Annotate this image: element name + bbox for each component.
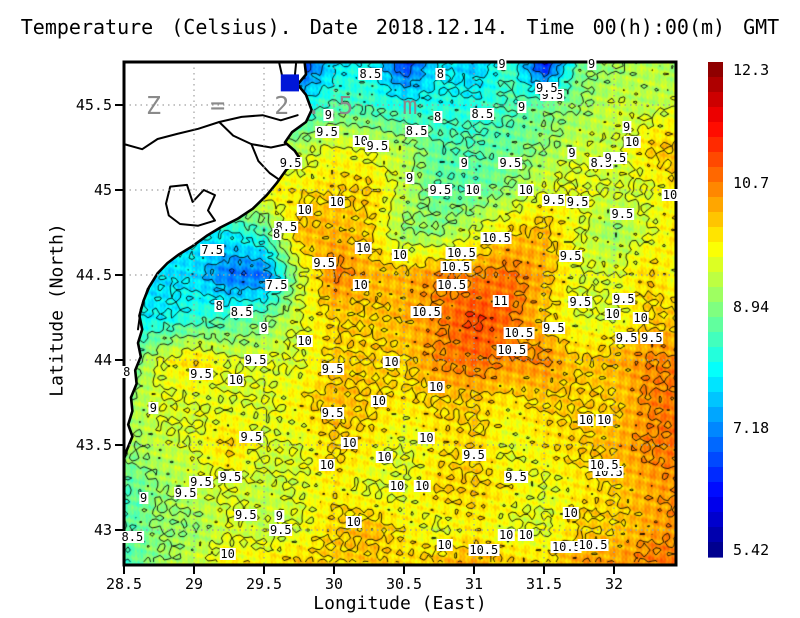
colorbar-tick-label: 5.42 xyxy=(733,541,769,559)
y-tick-label: 43.5 xyxy=(76,436,112,454)
estuary-cell-marker xyxy=(280,74,299,92)
river-line xyxy=(123,114,299,151)
colorbar-tick-label: 7.18 xyxy=(733,419,769,437)
x-tick-label: 29.5 xyxy=(246,575,282,593)
y-axis-title: Latitude (North) xyxy=(46,223,68,397)
colorbar-step xyxy=(708,377,723,393)
colorbar-step xyxy=(708,287,723,303)
colorbar-step xyxy=(708,107,723,123)
colorbar-step xyxy=(708,272,723,288)
y-tick-label: 44.5 xyxy=(76,266,112,284)
colorbar-step xyxy=(708,347,723,363)
land-coastline xyxy=(122,60,313,460)
x-tick-label: 31.5 xyxy=(526,575,562,593)
colorbar-step xyxy=(708,62,723,78)
plot-title: Temperature (Celsius). Date 2018.12.14. … xyxy=(20,15,780,39)
x-tick-label: 30.5 xyxy=(386,575,422,593)
colorbar-step xyxy=(708,497,723,513)
colorbar-step xyxy=(708,257,723,273)
colorbar-step xyxy=(708,392,723,408)
colorbar-step xyxy=(708,137,723,153)
colorbar-step xyxy=(708,182,723,198)
colorbar-step xyxy=(708,467,723,483)
colorbar-step xyxy=(708,317,723,333)
colorbar-step xyxy=(708,242,723,258)
colorbar-step xyxy=(708,512,723,528)
colorbar-step xyxy=(708,212,723,228)
colorbar-step xyxy=(708,167,723,183)
x-tick-label: 28.5 xyxy=(106,575,142,593)
colorbar-tick-label: 10.7 xyxy=(733,174,769,192)
colorbar-tick-label: 12.3 xyxy=(733,61,769,79)
x-tick-label: 29 xyxy=(185,575,203,593)
colorbar-step xyxy=(708,437,723,453)
colorbar-step xyxy=(708,92,723,108)
colorbar-step xyxy=(708,422,723,438)
y-tick-label: 44 xyxy=(94,351,112,369)
x-tick-label: 32 xyxy=(605,575,623,593)
x-tick-label: 30 xyxy=(325,575,343,593)
depth-label: Z = 2.5 m xyxy=(146,91,435,120)
colorbar-step xyxy=(708,302,723,318)
colorbar-step xyxy=(708,152,723,168)
river-line xyxy=(137,287,149,331)
colorbar-step xyxy=(708,122,723,138)
colorbar-step xyxy=(708,482,723,498)
y-tick-label: 43 xyxy=(94,521,112,539)
colorbar-step xyxy=(708,542,723,558)
river-line xyxy=(293,61,298,78)
river-line xyxy=(278,61,284,78)
colorbar-step xyxy=(708,227,723,243)
x-axis-title: Longitude (East) xyxy=(313,593,487,614)
plot-frame xyxy=(122,60,678,567)
colorbar-step xyxy=(708,332,723,348)
y-tick-label: 45 xyxy=(94,181,112,199)
colorbar-step xyxy=(708,77,723,93)
colorbar-step xyxy=(708,362,723,378)
y-tick-label: 45.5 xyxy=(76,96,112,114)
colorbar-step xyxy=(708,452,723,468)
colorbar-step xyxy=(708,527,723,543)
lagoon-outline xyxy=(165,183,216,227)
colorbar-step xyxy=(708,407,723,423)
x-tick-label: 31 xyxy=(465,575,483,593)
colorbar-tick-label: 8.94 xyxy=(733,298,769,316)
colorbar-step xyxy=(708,197,723,213)
